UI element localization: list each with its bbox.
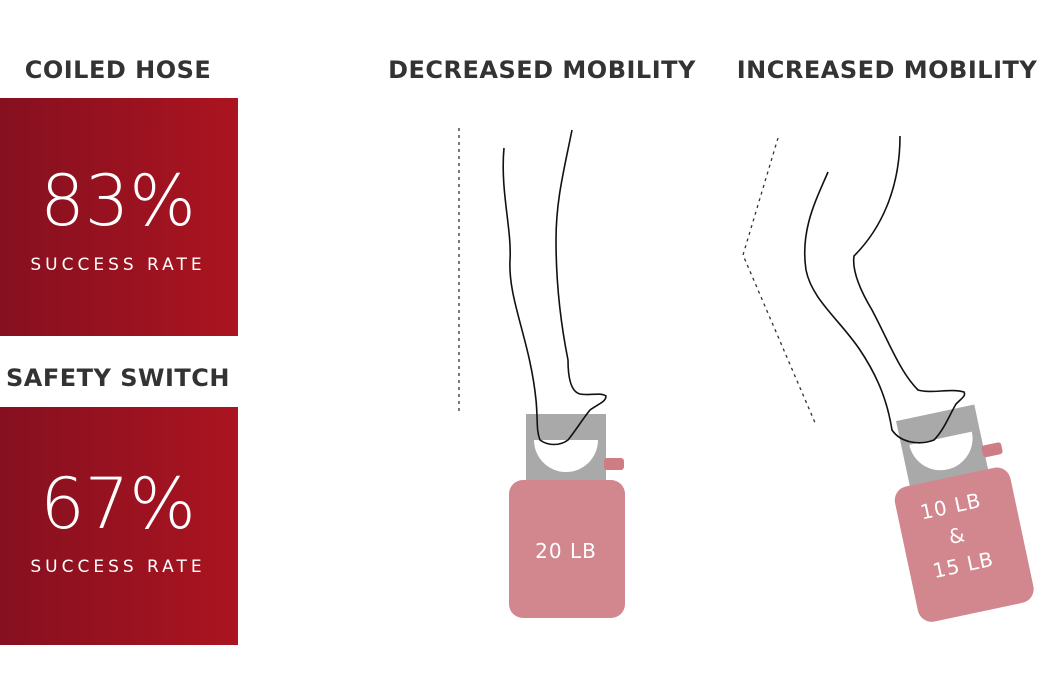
panel-box [0,98,238,336]
arm [502,129,607,446]
panel-value: 67% [40,463,196,545]
weight-label: 20 LB [535,539,597,563]
tank [509,414,625,618]
posture-line [742,137,817,426]
arm [803,135,966,444]
tank [894,404,1034,622]
illustration-title: DECREASED MOBILITY [388,56,696,84]
panel-title: SAFETY SWITCH [6,364,230,392]
weight-label: & [946,522,967,549]
panel-caption: SUCCESS RATE [30,255,205,275]
panel-title: COILED HOSE [25,56,212,84]
panel-caption: SUCCESS RATE [30,557,205,577]
panel-box [0,407,238,645]
illustration-title: INCREASED MOBILITY [737,56,1038,84]
panel-value: 83% [40,160,196,242]
